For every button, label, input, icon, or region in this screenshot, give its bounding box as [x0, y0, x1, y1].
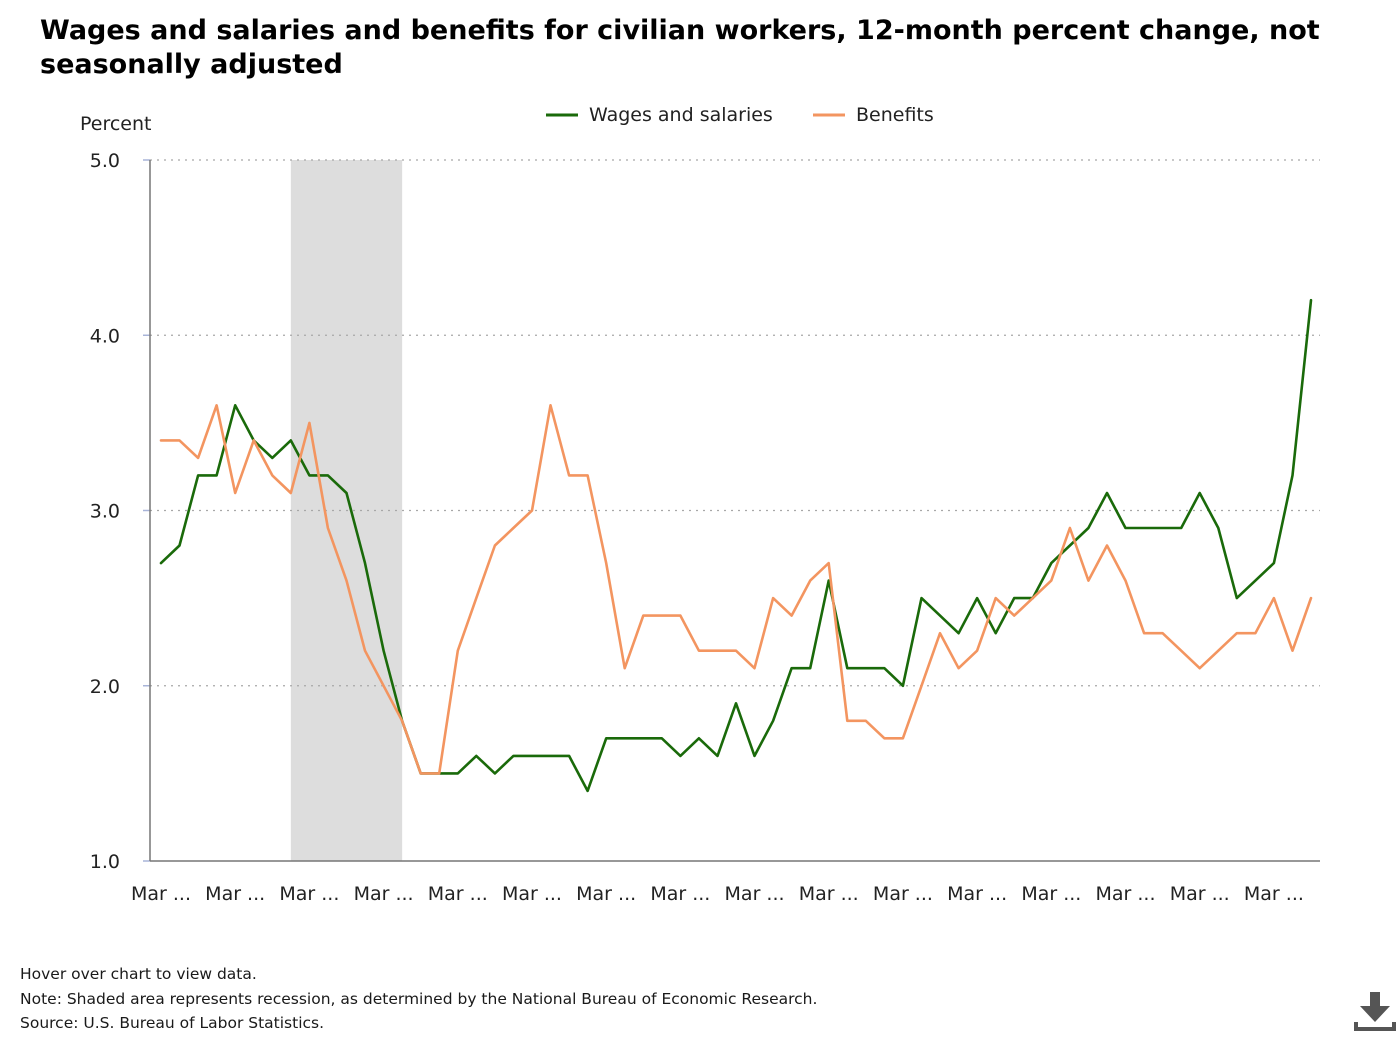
legend: Wages and salaries Benefits	[546, 104, 934, 126]
axes	[149, 160, 1320, 862]
y-tick-label: 1.0	[90, 851, 120, 873]
x-tick-label: Mar ...	[873, 883, 933, 905]
x-tick-label: Mar ...	[947, 883, 1007, 905]
x-tick-label: Mar ...	[428, 883, 488, 905]
y-tick-label: 5.0	[90, 150, 120, 172]
x-tick-label: Mar ...	[131, 883, 191, 905]
download-icon[interactable]	[1352, 990, 1398, 1036]
x-tick-label: Mar ...	[799, 883, 859, 905]
series-lines[interactable]	[159, 298, 1313, 793]
x-tick-label: Mar ...	[354, 883, 414, 905]
x-tick-label: Mar ...	[650, 883, 710, 905]
x-tick-label: Mar ...	[725, 883, 785, 905]
chart-notes: Hover over chart to view data. Note: Sha…	[20, 962, 817, 1036]
y-tick-label: 2.0	[90, 676, 120, 698]
chart-title: Wages and salaries and benefits for civi…	[40, 15, 1320, 80]
x-tick-label: Mar ...	[502, 883, 562, 905]
x-tick-label: Mar ...	[205, 883, 265, 905]
x-tick-label: Mar ...	[1021, 883, 1081, 905]
gridlines	[143, 159, 1320, 862]
y-axis-label: Percent	[80, 113, 152, 135]
recession-note: Note: Shaded area represents recession, …	[20, 989, 818, 1008]
line-chart[interactable]: 1.02.03.04.05.0 Mar ... Mar ... Mar ... Mar…	[0, 0, 1400, 940]
source-note: Source: U.S. Bureau of Labor Statistics.	[20, 1014, 325, 1032]
y-tick-labels: 1.0 2.0 3.0 4.0 5.0	[90, 150, 120, 873]
x-tick-label: Mar ...	[1096, 883, 1156, 905]
y-tick-label: 3.0	[90, 501, 120, 523]
x-tick-label: Mar ...	[279, 883, 339, 905]
download-arrow-icon	[1354, 992, 1396, 1031]
legend-label: Wages and salaries	[589, 104, 773, 126]
x-tick-labels: Mar ... Mar ... Mar ... Mar ... Mar ... Mar .…	[131, 883, 1304, 905]
x-tick-label: Mar ...	[1170, 883, 1230, 905]
hover-hint: Hover over chart to view data.	[20, 965, 257, 983]
legend-label: Benefits	[856, 104, 934, 126]
x-tick-label: Mar ...	[1244, 883, 1304, 905]
y-tick-label: 4.0	[90, 325, 120, 347]
series-line-benefits[interactable]	[159, 403, 1313, 775]
series-line-wages-and-salaries[interactable]	[159, 298, 1313, 793]
x-tick-label: Mar ...	[576, 883, 636, 905]
